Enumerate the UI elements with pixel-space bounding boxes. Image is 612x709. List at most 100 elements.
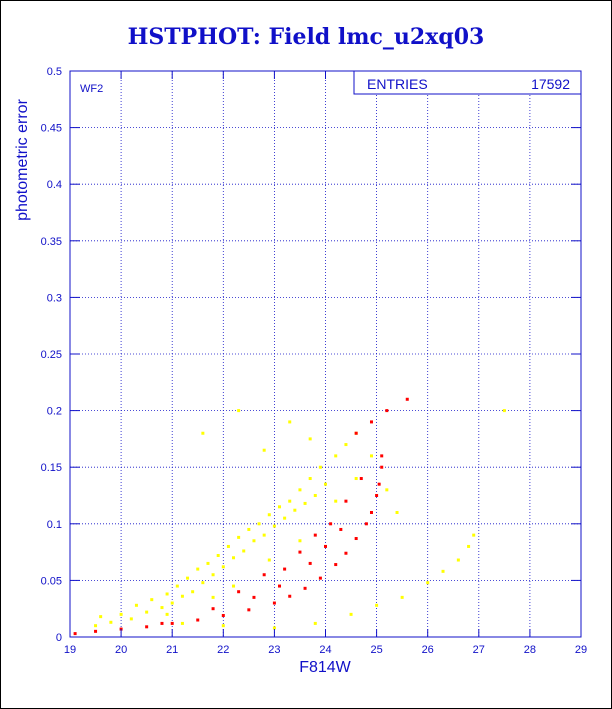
data-point-series-1 — [344, 443, 348, 447]
data-point-series-1 — [191, 590, 195, 594]
data-point-series-2 — [278, 584, 282, 588]
data-point-series-2 — [324, 544, 327, 548]
data-point-series-2 — [339, 527, 343, 531]
y-tick-label: 0.5 — [47, 66, 62, 78]
y-tick-label: 0.4 — [47, 179, 62, 191]
data-point-series-1 — [180, 594, 184, 598]
data-point-series-2 — [359, 477, 363, 481]
data-point-series-1 — [324, 482, 327, 486]
data-point-series-1 — [232, 584, 236, 588]
data-point-series-2 — [303, 586, 307, 590]
data-point-series-1 — [298, 488, 302, 492]
data-point-series-2 — [313, 533, 317, 537]
data-point-series-1 — [232, 556, 236, 560]
data-point-series-1 — [298, 539, 302, 543]
data-point-series-1 — [201, 431, 205, 435]
data-point-series-1 — [385, 488, 389, 492]
data-point-series-2 — [354, 537, 358, 541]
y-axis-title: photometric error — [14, 98, 31, 220]
data-point-series-2 — [344, 499, 348, 503]
x-tick-label: 22 — [217, 644, 229, 656]
data-point-series-2 — [405, 397, 409, 401]
stats-box-frame — [353, 70, 582, 95]
data-point-series-1 — [211, 595, 215, 599]
x-tick-label: 25 — [370, 644, 382, 656]
data-point-series-2 — [369, 510, 373, 514]
data-point-series-1 — [216, 553, 220, 557]
x-tick-label: 19 — [64, 644, 76, 656]
data-point-series-1 — [119, 612, 123, 616]
x-tick-label: 26 — [422, 644, 434, 656]
x-tick-label: 27 — [473, 644, 485, 656]
data-point-series-2 — [308, 561, 312, 565]
data-point-series-2 — [170, 621, 174, 625]
grid-lines — [70, 71, 581, 637]
data-point-series-1 — [262, 533, 266, 537]
y-tick-label: 0.45 — [41, 123, 62, 135]
data-point-series-1 — [400, 595, 404, 599]
stats-entries-value: 17592 — [531, 76, 570, 92]
data-point-series-1 — [109, 620, 113, 624]
data-point-series-1 — [272, 524, 276, 528]
data-point-series-1 — [467, 544, 471, 548]
y-tick-label: 0.3 — [47, 292, 62, 304]
y-tick-label: 0.25 — [41, 349, 62, 361]
data-point-series-2 — [375, 494, 379, 497]
data-point-series-1 — [175, 584, 179, 588]
y-axis: 0 0.05 0.1 0.15 0.2 0.25 0.3 0.35 0.4 0.45 0.5 — [41, 66, 581, 644]
data-point-series-1 — [150, 598, 154, 602]
data-point-series-2 — [354, 431, 358, 435]
data-point-series-2 — [344, 551, 348, 555]
data-point-series-2 — [385, 409, 389, 413]
y-tick-label: 0.2 — [47, 406, 62, 418]
data-point-series-1 — [293, 508, 297, 512]
data-point-series-1 — [165, 592, 169, 596]
data-point-series-1 — [272, 626, 276, 630]
data-point-series-1 — [129, 617, 133, 621]
data-point-series-2 — [262, 573, 266, 577]
data-point-series-1 — [99, 615, 103, 619]
x-axis-title: F814W — [299, 659, 351, 676]
data-point-series-1 — [252, 539, 256, 543]
data-point-series-1 — [180, 621, 184, 625]
y-tick-label: 0.15 — [41, 462, 62, 474]
x-tick-label: 21 — [166, 644, 178, 656]
data-point-series-1 — [334, 454, 338, 458]
data-point-series-1 — [395, 510, 399, 514]
data-point-series-1 — [426, 581, 430, 585]
data-point-series-2 — [364, 522, 368, 526]
data-point-series-1 — [278, 505, 282, 509]
data-point-series-2 — [196, 618, 200, 622]
data-point-series-1 — [303, 501, 307, 505]
data-point-series-1 — [502, 409, 506, 413]
data-point-series-1 — [170, 601, 174, 605]
x-tick-label: 23 — [268, 644, 280, 656]
data-point-series-1 — [349, 612, 353, 616]
data-point-series-2 — [272, 601, 276, 605]
data-point-series-1 — [308, 437, 312, 441]
data-point-series-2 — [380, 465, 384, 469]
panel-label: WF2 — [80, 83, 103, 95]
data-point-series-2 — [221, 613, 225, 617]
data-point-series-1 — [313, 494, 317, 497]
data-point-series-1 — [334, 499, 338, 503]
data-point-series-2 — [334, 563, 338, 567]
data-point-series-2 — [252, 595, 256, 599]
data-point-series-1 — [206, 561, 210, 565]
data-point-series-1 — [201, 581, 205, 585]
data-point-series-2 — [329, 522, 333, 526]
data-point-series-1 — [237, 535, 241, 539]
data-point-series-1 — [221, 565, 225, 569]
data-point-series-1 — [354, 477, 358, 481]
data-point-series-1 — [196, 567, 200, 571]
data-point-series-1 — [165, 612, 169, 616]
data-point-series-2 — [160, 621, 164, 625]
data-point-series-1 — [288, 420, 292, 424]
data-point-series-1 — [267, 558, 271, 562]
data-point-series-2 — [380, 454, 384, 458]
data-point-series-2 — [283, 567, 287, 571]
data-point-series-1 — [456, 558, 460, 562]
data-point-series-1 — [369, 454, 373, 458]
data-point-series-1 — [226, 544, 230, 548]
